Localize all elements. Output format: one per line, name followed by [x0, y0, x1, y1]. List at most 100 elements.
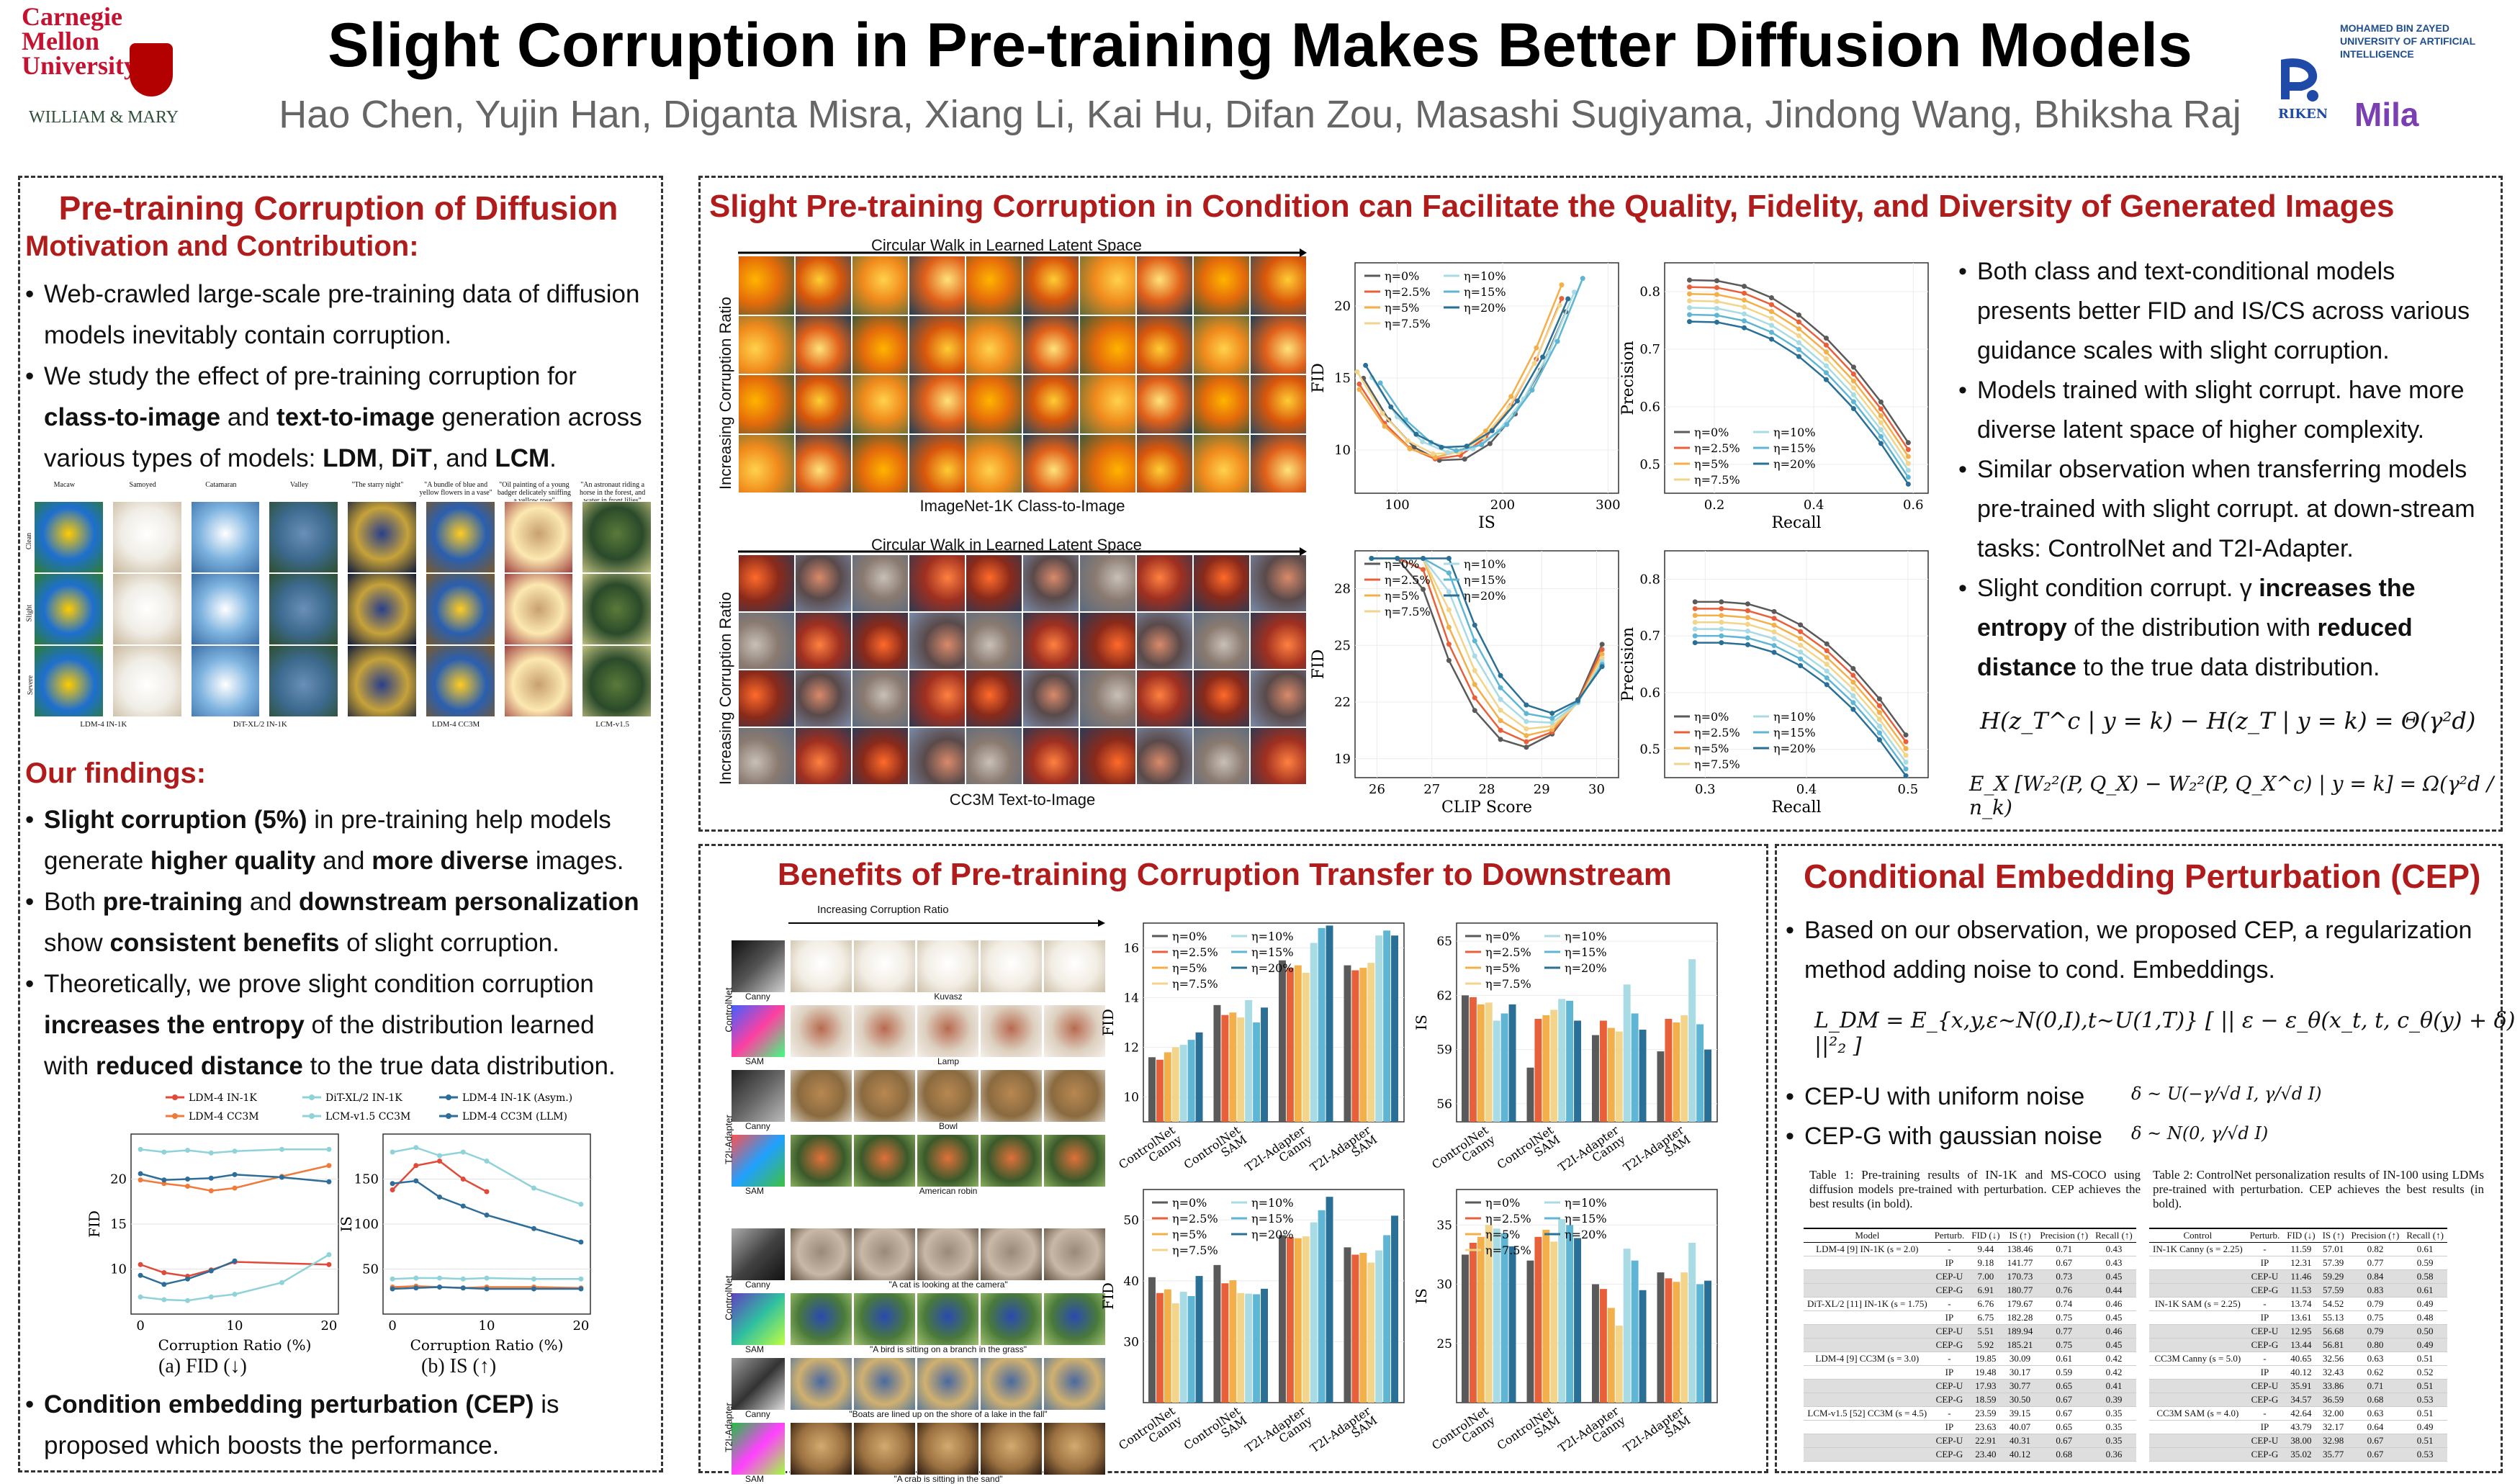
- data-point: [1850, 700, 1856, 706]
- y-tick-label: 15: [1334, 371, 1351, 386]
- legend-label: η=2.5%: [1385, 285, 1431, 299]
- latent-walk-arrow-1: [738, 248, 1307, 257]
- data-point: [1719, 626, 1724, 632]
- table-cell: 0.53: [2403, 1393, 2447, 1407]
- logo-mila: Mila: [2354, 96, 2419, 133]
- table-header-cell: Perturb.: [1930, 1228, 1968, 1243]
- data-point: [1445, 449, 1451, 455]
- bar: [1639, 1030, 1647, 1122]
- x-tick-label: 200: [1490, 498, 1515, 513]
- legend-label: η=15%: [1565, 945, 1607, 959]
- goldfish-image: [1079, 374, 1136, 434]
- table-cell: CEP-U: [2246, 1434, 2284, 1448]
- bar: [1526, 1067, 1534, 1122]
- table-cell: IN-1K SAM (s = 2.25): [2149, 1297, 2246, 1311]
- data-point: [326, 1179, 332, 1184]
- y-axis-label: Precision: [1620, 341, 1637, 415]
- logo-cmu: Carnegie Mellon University: [22, 2, 137, 80]
- data-point: [1354, 369, 1360, 374]
- legend-label: η=5%: [1694, 457, 1729, 471]
- data-point: [460, 1177, 466, 1182]
- data-point: [1876, 723, 1882, 729]
- x-tick-label: T2I-AdapterSAM: [1621, 1404, 1693, 1465]
- generated-image: [1043, 1069, 1106, 1123]
- x-tick-label: 28: [1479, 782, 1495, 797]
- table-cell: 36.59: [2318, 1393, 2348, 1407]
- series-line: [1371, 557, 1603, 714]
- table-row: CEP-G 18.59 30.50 0.67 0.39: [1804, 1393, 2136, 1407]
- y-tick-label: 30: [1123, 1335, 1139, 1349]
- bar: [1375, 935, 1383, 1122]
- table-cell: [1804, 1310, 1931, 1325]
- data-point: [161, 1297, 167, 1303]
- data-point: [326, 1146, 332, 1152]
- bar: [1566, 1000, 1574, 1122]
- legend-label: η=10%: [1773, 710, 1816, 724]
- volcano-image: [966, 554, 1022, 612]
- data-point: [1531, 361, 1537, 366]
- data-point: [161, 1149, 167, 1155]
- data-point: [1878, 433, 1884, 439]
- legend-label: η=20%: [1773, 457, 1816, 471]
- data-point: [1741, 304, 1747, 310]
- table-cell: CEP-G: [1930, 1338, 1968, 1352]
- table-cell: [2149, 1256, 2246, 1270]
- volcano-image: [909, 727, 966, 785]
- y-tick-label: 12: [1123, 1041, 1139, 1056]
- data-point: [1446, 570, 1452, 576]
- bullet: Both class and text-conditional models p…: [1958, 252, 2495, 371]
- data-point: [1878, 427, 1884, 433]
- table1: Model Perturb. FID (↓) IS (↑) Precision (↑) R…: [1804, 1228, 2146, 1462]
- walk-label-1: Circular Walk in Learned Latent Space: [871, 236, 1142, 254]
- data-point: [1903, 766, 1909, 772]
- data-point: [1719, 619, 1724, 625]
- data-point: [1479, 442, 1485, 448]
- table-cell: [1804, 1434, 1931, 1448]
- goldfish-image: [1250, 256, 1307, 315]
- y-tick-label: 19: [1334, 752, 1351, 767]
- data-point: [1559, 282, 1565, 288]
- condition-label: SAM: [745, 1186, 765, 1196]
- table-cell: 0.48: [2403, 1310, 2447, 1325]
- bar: [1688, 959, 1696, 1122]
- table-cell: 35.91: [2283, 1379, 2319, 1393]
- table-cell: [2149, 1283, 2246, 1298]
- table-cell: 0.50: [2403, 1324, 2447, 1339]
- table-cell: 0.67: [2036, 1393, 2092, 1407]
- data-point: [1850, 706, 1856, 712]
- table-cell: 57.39: [2318, 1256, 2348, 1270]
- data-point: [1524, 726, 1529, 732]
- table2-caption: Table 2: ControlNet personalization resu…: [2153, 1168, 2484, 1210]
- table-cell: 0.67: [2347, 1447, 2403, 1462]
- x-axis-label: Recall: [1771, 799, 1821, 817]
- data-point: [161, 1282, 167, 1287]
- table-cell: CEP-G: [2246, 1447, 2284, 1462]
- table-cell: [1804, 1365, 1931, 1380]
- grid-column-label: Samoyed: [129, 481, 156, 489]
- legend-label: LDM-4 CC3M (LLM): [462, 1111, 567, 1123]
- sample-image: [190, 645, 261, 717]
- walk-label-2: Circular Walk in Learned Latent Space: [871, 536, 1142, 554]
- x-tick-label: 0.5: [1898, 782, 1919, 797]
- condition-label: SAM: [745, 1474, 765, 1484]
- data-point: [1508, 394, 1514, 400]
- condition-image: [731, 1292, 786, 1346]
- legend-label: η=0%: [1172, 930, 1207, 943]
- data-point: [1420, 439, 1426, 445]
- data-point: [1549, 711, 1555, 716]
- bar: [1310, 943, 1318, 1122]
- table-cell: [2149, 1269, 2246, 1284]
- row-caption: "A bird is sitting on a branch in the gr…: [870, 1344, 1027, 1354]
- legend-label: η=7.5%: [1172, 1244, 1218, 1257]
- table-cell: -: [1930, 1352, 1968, 1366]
- table-cell: 0.71: [2347, 1379, 2403, 1393]
- data-point: [1549, 724, 1555, 729]
- data-point: [437, 1285, 443, 1290]
- volcano-image: [1079, 670, 1136, 727]
- table-cell: -: [1930, 1406, 1968, 1421]
- generated-image: [790, 1134, 852, 1187]
- bar-chart-is-cc3m: 253035ISControlNetCannyControlNetSAMT2I-…: [1415, 1189, 1718, 1465]
- generated-image: [980, 1134, 1043, 1187]
- generated-image: [790, 1422, 852, 1475]
- generated-image: [853, 1292, 916, 1346]
